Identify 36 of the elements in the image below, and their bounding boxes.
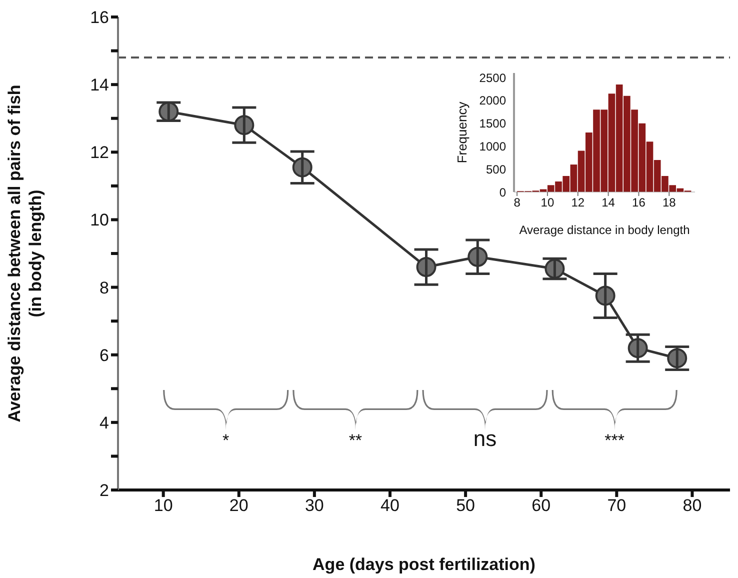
y-tick-label: 6 [100, 346, 109, 365]
x-tick-label: 80 [682, 496, 702, 516]
y-tick-label: 1500 [479, 116, 506, 131]
y-tick-label: 1000 [479, 139, 506, 154]
y-axis-title: Frequency [454, 101, 470, 164]
x-tick-label: 30 [304, 496, 324, 516]
y-tick-label: 16 [90, 8, 109, 28]
y-tick-label: 2500 [479, 70, 506, 85]
x-tick-label: 50 [456, 496, 476, 516]
x-tick-label: 70 [607, 496, 626, 516]
y-tick-label: 8 [100, 278, 109, 298]
x-tick-label: 10 [154, 496, 173, 516]
x-tick-label: 8 [514, 196, 521, 210]
x-tick-label: 12 [571, 196, 585, 210]
annotation: *** [604, 431, 625, 450]
y-tick-label: 2 [100, 481, 109, 500]
y-tick-label: 4 [100, 413, 109, 432]
annotation: ** [348, 431, 362, 450]
annotation: * [222, 431, 230, 450]
x-tick-label: 14 [602, 196, 616, 210]
y-tick-label: 500 [486, 162, 506, 176]
x-axis-title: Age (days post fertilization) [312, 555, 536, 574]
y-tick-label: 12 [90, 143, 109, 162]
x-axis-title: Average distance in body length [519, 223, 690, 237]
y-tick-label: 2000 [479, 94, 506, 108]
y-axis-title: Average distance between all pairs of fish (in body length) [5, 84, 45, 422]
x-tick-label: 20 [229, 496, 248, 516]
x-tick-label: 60 [532, 496, 551, 516]
x-tick-label: 10 [540, 196, 554, 210]
y-tick-label: 0 [499, 185, 506, 200]
x-tick-label: 40 [380, 496, 400, 516]
x-tick-label: 16 [632, 196, 646, 210]
y-tick-label: 10 [90, 210, 109, 230]
annotation: ns [473, 426, 497, 451]
x-tick-label: 18 [662, 196, 676, 210]
y-tick-label: 14 [90, 76, 109, 95]
